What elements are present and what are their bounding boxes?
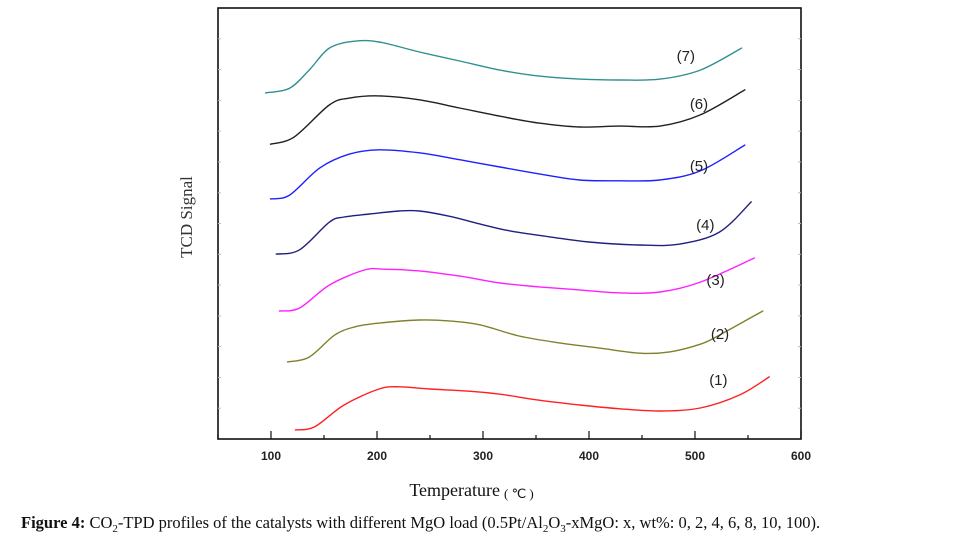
caption-text-2: -TPD profiles of the catalysts with diff… [117,513,543,532]
curve-label-5: (5) [690,158,708,175]
curve-label-7: (7) [677,48,695,65]
series-line-1 [294,376,770,431]
y-axis-ticks [218,38,801,409]
x-tick-label: 400 [579,449,599,463]
curve-label-3: (3) [706,272,724,289]
x-tick-label: 200 [367,449,387,463]
figure-caption: Figure 4: CO2-TPD profiles of the cataly… [21,513,971,535]
y-axis-label: TCD Signal [177,176,196,258]
x-tick-label: 600 [791,449,811,463]
curve-label-4: (4) [696,217,714,234]
caption-text-3: O [548,513,561,532]
x-tick-label: 500 [685,449,705,463]
series-line-6 [269,89,746,145]
series-group [264,39,770,431]
series-line-3 [278,257,756,312]
x-axis-label: Temperature [409,480,500,500]
caption-sub-1: 2 [112,523,118,535]
curve-label-2: (2) [711,326,729,343]
caption-sub-2: 2 [542,523,549,535]
curve-label-1: (1) [709,372,727,389]
curve-label-6: (6) [690,96,708,113]
caption-sub-3: 3 [560,523,566,535]
figure-label: Figure 4: [21,513,86,532]
x-tick-label: 100 [261,449,281,463]
tpd-chart: 100 200 300 400 500 600 (1) (2) (3) (4) (5) (6) (7)… [177,7,811,501]
caption-text-4: -xMgO: x, wt%: 0, 2, 4, 6, 8, 10, 100). [565,513,821,532]
x-axis-unit: ( ℃ ) [504,486,534,501]
x-axis-ticks: 100 200 300 400 500 600 [217,431,811,463]
x-tick-label: 300 [473,449,493,463]
series-line-4 [275,201,752,255]
series-line-7 [264,39,743,94]
caption-text-1: CO [85,513,113,532]
curve-labels: (1) (2) (3) (4) (5) (6) (7) [677,48,730,389]
series-line-2 [286,310,764,363]
series-line-5 [269,144,746,200]
